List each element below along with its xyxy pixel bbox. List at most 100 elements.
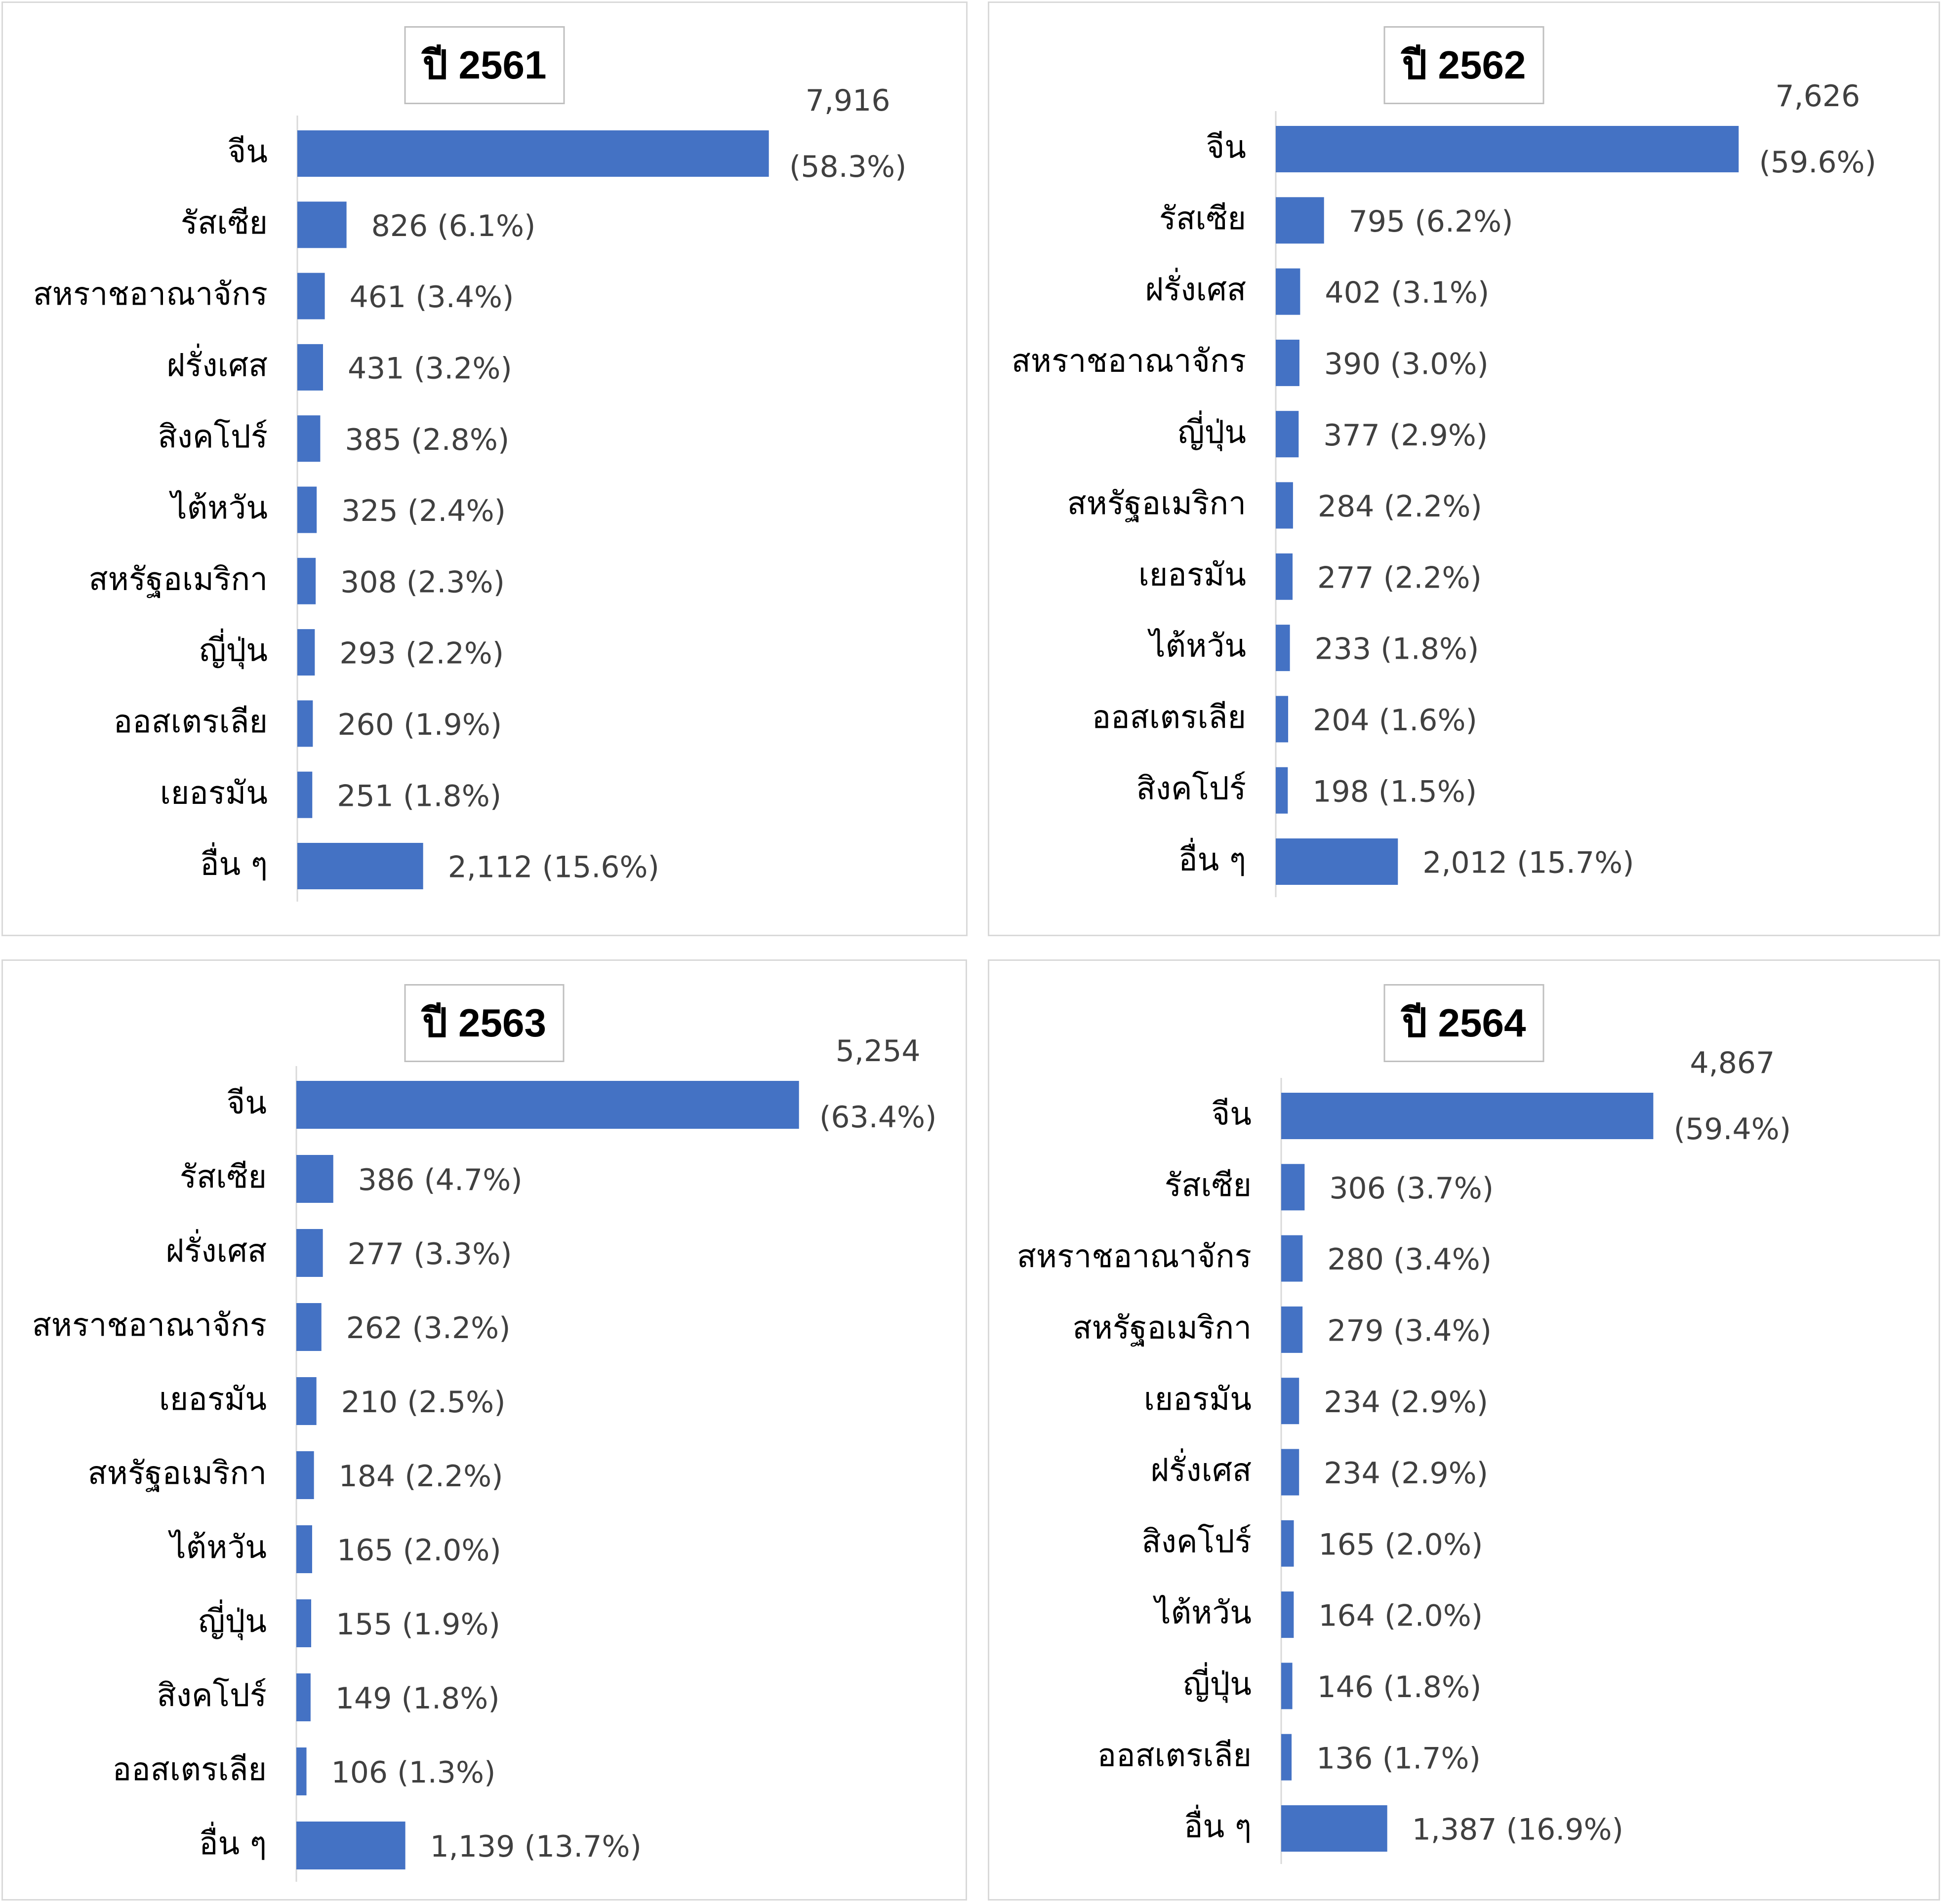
bar [1281,1805,1387,1852]
bar [1281,1663,1293,1709]
data-label: 262 (3.2%) [346,1311,511,1346]
category-label: รัสเซีย [1165,1167,1252,1204]
category-label: รัสเซีย [1159,200,1246,237]
bar [296,1081,799,1129]
category-label: ฝรั่งเศส [165,1229,267,1269]
category-label: ไต้หวัน [1152,1595,1252,1631]
data-label: 149 (1.8%) [335,1681,500,1716]
data-label: 5,254 (63.4%) [819,1034,936,1135]
chart-title: ปี 2564 [1383,984,1544,1062]
bar [1276,339,1299,386]
bar [297,700,313,747]
category-label: ออสเตรเลีย [1097,1737,1252,1774]
data-label: 136 (1.7%) [1316,1741,1481,1776]
bar [1281,1591,1294,1638]
bar [1281,1306,1303,1353]
chart-panel-2564: ปี 2564 จีน 4,867 (59.4%) รัสเซีย 306 (3.7%)… [988,959,1940,1901]
bar [296,1822,405,1869]
bar [1281,1449,1299,1496]
bar [296,1451,314,1499]
data-label: 277 (2.2%) [1317,560,1482,595]
data-label: 293 (2.2%) [339,636,504,671]
category-label: ไต้หวัน [167,1529,267,1566]
category-label: ออสเตรเลีย [113,1751,267,1788]
category-label: เยอรมัน [1144,1381,1252,1418]
category-label: จีน [227,1085,267,1121]
category-label: สหราชอาณาจักร [33,276,268,313]
bar [296,1747,307,1795]
bar [1276,411,1299,458]
category-label: รัสเซีย [180,1159,267,1195]
bar [1281,1235,1303,1282]
category-label: สิงคโปร์ [157,1677,267,1714]
data-label: 184 (2.2%) [339,1459,503,1494]
data-label: 7,626 (59.6%) [1759,79,1876,180]
chart-panel-2562: ปี 2562 จีน 7,626 (59.6%) รัสเซีย 795 (6.2%)… [988,1,1940,936]
data-label: 155 (1.9%) [336,1607,500,1642]
data-label: 251 (1.8%) [337,779,501,813]
category-label: เยอรมัน [159,1381,267,1418]
data-label: 377 (2.9%) [1323,418,1488,453]
bar [1276,268,1300,315]
bar [297,344,323,391]
bar [297,415,321,462]
bar [1276,126,1739,172]
data-label: 1,387 (16.9%) [1412,1813,1623,1847]
data-label: 2,012 (15.7%) [1422,846,1634,880]
data-label: 210 (2.5%) [341,1385,506,1420]
data-label: 4,867 (59.4%) [1674,1046,1791,1147]
category-label: ไต้หวัน [1147,628,1246,665]
chart-panel-2563: ปี 2563 จีน 5,254 (63.4%) รัสเซีย 386 (4.7%)… [1,959,967,1901]
data-label: 165 (2.0%) [1319,1527,1483,1562]
bar [296,1229,323,1277]
category-label: สหราชอาณาจักร [1017,1238,1252,1275]
data-label: 233 (1.8%) [1315,632,1479,667]
bar [297,843,423,889]
data-label: 277 (3.3%) [348,1237,512,1271]
bar [1276,838,1398,885]
category-label: รัสเซีย [181,205,268,241]
bar [297,557,316,604]
data-label: 385 (2.8%) [345,423,509,457]
bar [296,1525,312,1573]
category-label: ออสเตรเลีย [114,704,268,740]
chart-panel-2561: ปี 2561 จีน 7,916 (58.3%) รัสเซีย 826 (6.1%)… [1,1,968,936]
category-label: จีน [228,134,268,170]
data-label: 234 (2.9%) [1324,1385,1488,1420]
bar [296,1599,312,1647]
bar [1276,197,1324,244]
chart-title: ปี 2562 [1383,26,1544,104]
data-label: 308 (2.3%) [340,565,505,599]
bar [1276,767,1288,814]
data-label: 204 (1.6%) [1313,703,1477,738]
data-label: 306 (3.7%) [1329,1171,1494,1206]
category-label: เยอรมัน [1138,556,1246,593]
category-label: สหรัฐอเมริกา [89,561,268,598]
data-label: 106 (1.3%) [331,1755,496,1790]
category-label: ญี่ปุ่น [198,1599,267,1640]
data-label: 431 (3.2%) [348,351,512,386]
chart-title: ปี 2561 [404,26,565,104]
category-label: สิงคโปร์ [1142,1523,1252,1560]
data-label: 165 (2.0%) [337,1533,501,1568]
data-label: 146 (1.8%) [1317,1670,1482,1705]
data-label: 402 (3.1%) [1325,276,1489,310]
category-label: สหราชอาณาจักร [1012,343,1246,379]
bar [1281,1093,1654,1139]
data-label: 280 (3.4%) [1327,1242,1492,1277]
category-label: ฝรั่งเศส [1145,268,1246,308]
data-label: 386 (4.7%) [358,1163,523,1197]
category-label: จีน [1212,1096,1252,1133]
data-label: 7,916 (58.3%) [789,83,906,184]
data-label: 2,112 (15.6%) [448,850,659,885]
bar [296,1377,317,1425]
data-label: 164 (2.0%) [1318,1599,1483,1633]
bar-chart: จีน 4,867 (59.4%) รัสเซีย 306 (3.7%) สหราชอาณ… [1017,1046,1791,1864]
category-label: สิงคโปร์ [1136,770,1247,807]
bar [297,201,347,248]
data-label: 198 (1.5%) [1312,774,1477,809]
data-label: 461 (3.4%) [350,280,514,315]
bar-chart: จีน 7,916 (58.3%) รัสเซีย 826 (6.1%) สหราชอาณ… [33,83,906,902]
category-label: สหราชอาณาจักร [32,1307,267,1344]
bar [1276,482,1293,529]
